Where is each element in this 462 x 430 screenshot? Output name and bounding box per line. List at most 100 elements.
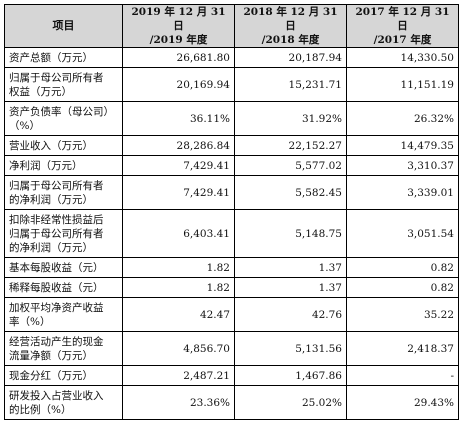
row-label-line: 归属于母公司所有者 — [9, 179, 104, 192]
table-row: 扣除非经常性损益后 归属于母公司所有者 的净利润（万元） 6,403.41 5,148.… — [4, 209, 459, 258]
cell-2018: 15,231.71 — [234, 67, 347, 102]
cell-2018: 1.37 — [234, 257, 347, 278]
cell-2018: 42.76 — [234, 297, 347, 332]
row-label-line: 流量净额（万元） — [9, 349, 93, 362]
row-label-line: 稀释每股收益（元） — [9, 281, 104, 294]
table-row: 资产总额（万元） 26,681.80 20,187.94 14,330.50 — [4, 47, 459, 68]
row-label-line: 归属于母公司所有者 — [9, 227, 104, 240]
header-item: 项目 — [4, 4, 123, 48]
cell-2019: 7,429.41 — [122, 175, 235, 210]
row-label: 资产总额（万元） — [4, 47, 123, 68]
row-label-line: 资产总额（万元） — [9, 51, 93, 64]
cell-2017: - — [346, 365, 459, 386]
table-body: 资产总额（万元） 26,681.80 20,187.94 14,330.50 归属于母公… — [4, 47, 459, 420]
cell-2017: 29.43% — [346, 385, 459, 420]
cell-2019: 4,856.70 — [122, 331, 235, 366]
row-label-line: 的净利润（万元） — [9, 193, 93, 206]
header-2019: 2019 年 12 月 31 日 /2019 年度 — [122, 4, 235, 48]
cell-2017: 0.82 — [346, 257, 459, 278]
row-label: 稀释每股收益（元） — [4, 277, 123, 298]
table-row: 营业收入（万元） 28,286.84 22,152.27 14,479.35 — [4, 135, 459, 156]
header-row: 项目 2019 年 12 月 31 日 /2019 年度 2018 年 12 月… — [4, 4, 459, 48]
cell-2018: 31.92% — [234, 101, 347, 136]
table-row: 加权平均净资产收益 率（%） 42.47 42.76 35.22 — [4, 297, 459, 332]
row-label: 归属于母公司所有者 的净利润（万元） — [4, 175, 123, 210]
cell-2019: 1.82 — [122, 257, 235, 278]
cell-2019: 1.82 — [122, 277, 235, 298]
row-label-line: 归属于母公司所有者 — [9, 71, 104, 84]
table-row: 资产负债率（母公司） （%） 36.11% 31.92% 26.32% — [4, 101, 459, 136]
cell-2017: 3,339.01 — [346, 175, 459, 210]
financial-summary-table: 项目 2019 年 12 月 31 日 /2019 年度 2018 年 12 月… — [4, 4, 459, 420]
row-label-line: 营业收入（万元） — [9, 139, 93, 152]
row-label-line: 扣除非经常性损益后 — [9, 213, 104, 226]
cell-2018: 22,152.27 — [234, 135, 347, 156]
table-row: 稀释每股收益（元） 1.82 1.37 0.82 — [4, 277, 459, 298]
row-label: 基本每股收益（元） — [4, 257, 123, 278]
cell-2018: 1.37 — [234, 277, 347, 298]
row-label: 资产负债率（母公司） （%） — [4, 101, 123, 136]
row-label-line: 净利润（万元） — [9, 159, 83, 172]
cell-2018: 1,467.86 — [234, 365, 347, 386]
cell-2019: 42.47 — [122, 297, 235, 332]
row-label-line: （%） — [9, 119, 40, 132]
cell-2017: 11,151.19 — [346, 67, 459, 102]
row-label-line: 的净利润（万元） — [9, 241, 93, 254]
cell-2017: 26.32% — [346, 101, 459, 136]
cell-2019: 7,429.41 — [122, 155, 235, 176]
cell-2018: 5,131.56 — [234, 331, 347, 366]
cell-2017: 35.22 — [346, 297, 459, 332]
table-row: 现金分红（万元） 2,487.21 1,467.86- — [4, 365, 459, 386]
row-label-line: 基本每股收益（元） — [9, 261, 104, 274]
cell-2018: 5,577.02 — [234, 155, 347, 176]
cell-2019: 26,681.80 — [122, 47, 235, 68]
row-label: 营业收入（万元） — [4, 135, 123, 156]
row-label-line: 资产负债率（母公司） — [9, 105, 114, 118]
table-row: 基本每股收益（元） 1.82 1.37 0.82 — [4, 257, 459, 278]
row-label: 现金分红（万元） — [4, 365, 123, 386]
cell-2019: 36.11% — [122, 101, 235, 136]
row-label-line: 经营活动产生的现金 — [9, 335, 104, 348]
cell-2018: 5,148.75 — [234, 209, 347, 258]
cell-2017: 3,051.54 — [346, 209, 459, 258]
cell-2019: 20,169.94 — [122, 67, 235, 102]
header-2017-line2: /2017 年度 — [373, 34, 432, 46]
cell-2019: 6,403.41 — [122, 209, 235, 258]
cell-2019: 28,286.84 — [122, 135, 235, 156]
header-2017-line1: 2017 年 12 月 31 日 — [355, 6, 450, 32]
header-2018-line1: 2018 年 12 月 31 日 — [243, 6, 338, 32]
cell-2018: 5,582.45 — [234, 175, 347, 210]
row-label-line: 权益（万元） — [9, 85, 72, 98]
row-label: 净利润（万元） — [4, 155, 123, 176]
row-label: 归属于母公司所有者 权益（万元） — [4, 67, 123, 102]
cell-2018: 20,187.94 — [234, 47, 347, 68]
row-label-line: 现金分红（万元） — [9, 369, 93, 382]
table-row: 归属于母公司所有者 的净利润（万元） 7,429.41 5,582.45 3,339.0… — [4, 175, 459, 210]
cell-2019: 23.36% — [122, 385, 235, 420]
row-label-line: 率（%） — [9, 315, 51, 328]
cell-2017: 14,479.35 — [346, 135, 459, 156]
header-2018: 2018 年 12 月 31 日 /2018 年度 — [234, 4, 347, 48]
header-2019-line1: 2019 年 12 月 31 日 — [131, 6, 226, 32]
financial-table-container: 项目 2019 年 12 月 31 日 /2019 年度 2018 年 12 月… — [4, 4, 459, 420]
row-label-line: 研发投入占营业收入 — [9, 389, 104, 402]
cell-2018: 25.02% — [234, 385, 347, 420]
cell-2017: 3,310.37 — [346, 155, 459, 176]
row-label-line: 的比例（%） — [9, 403, 72, 416]
table-row: 经营活动产生的现金 流量净额（万元） 4,856.70 5,131.56 2,418.3… — [4, 331, 459, 366]
cell-2019: 2,487.21 — [122, 365, 235, 386]
cell-2017: 14,330.50 — [346, 47, 459, 68]
header-2017: 2017 年 12 月 31 日 /2017 年度 — [346, 4, 459, 48]
row-label: 扣除非经常性损益后 归属于母公司所有者 的净利润（万元） — [4, 209, 123, 258]
row-label: 经营活动产生的现金 流量净额（万元） — [4, 331, 123, 366]
cell-2017: 0.82 — [346, 277, 459, 298]
cell-2017: 2,418.37 — [346, 331, 459, 366]
row-label: 研发投入占营业收入 的比例（%） — [4, 385, 123, 420]
table-row: 研发投入占营业收入 的比例（%） 23.36% 25.02% 29.43% — [4, 385, 459, 420]
row-label: 加权平均净资产收益 率（%） — [4, 297, 123, 332]
table-row: 归属于母公司所有者 权益（万元） 20,169.94 15,231.71 11,151.… — [4, 67, 459, 102]
header-2018-line2: /2018 年度 — [261, 34, 320, 46]
row-label-line: 加权平均净资产收益 — [9, 301, 104, 314]
header-2019-line2: /2019 年度 — [149, 34, 208, 46]
table-row: 净利润（万元） 7,429.41 5,577.02 3,310.37 — [4, 155, 459, 176]
